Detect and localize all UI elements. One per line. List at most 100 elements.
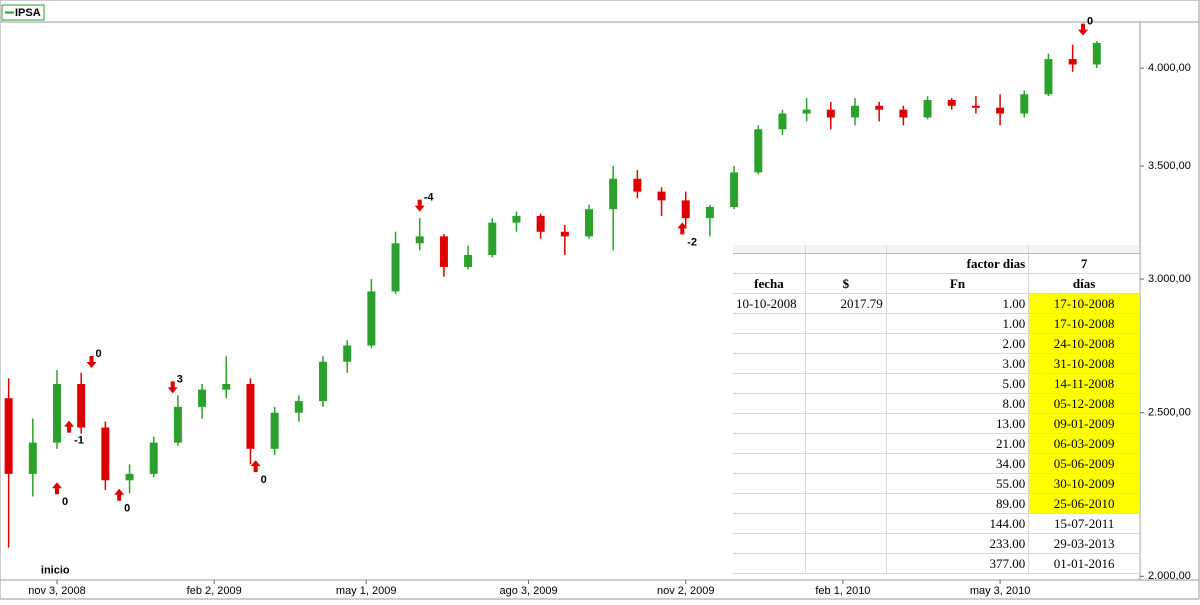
candle-body: [633, 178, 642, 192]
cell: 1.00: [886, 293, 1030, 314]
candle-body: [415, 236, 424, 244]
cell: [805, 333, 887, 354]
y-tick-label: 2.500,00: [1148, 407, 1191, 419]
table-row: 13.00 09-01-2009: [733, 413, 1140, 434]
candle-body: [681, 200, 690, 219]
cell: [805, 493, 887, 514]
candle-body: [657, 191, 666, 201]
cell: [733, 513, 806, 534]
y-tick-label: 3.000,00: [1148, 273, 1191, 285]
candle-body: [1092, 42, 1101, 65]
candle-body: [125, 473, 134, 481]
signal-label: -2: [687, 236, 697, 248]
cell: [805, 533, 887, 554]
candle-body: [875, 105, 884, 110]
x-tick-label: feb 2, 2009: [187, 585, 242, 597]
signal-label: 0: [261, 474, 267, 486]
candle-body: [464, 255, 473, 267]
table-row: 3.00 31-10-2008: [733, 353, 1140, 374]
cell: 21.00: [886, 433, 1030, 454]
candle-body: [1044, 59, 1053, 95]
table-row: 2.00 24-10-2008: [733, 333, 1140, 354]
candle-body: [439, 236, 448, 267]
table-row: 5.00 14-11-2008: [733, 373, 1140, 394]
candle-body: [77, 383, 86, 428]
candle-body: [319, 361, 327, 402]
candle-body: [826, 109, 835, 118]
cell: [733, 493, 806, 514]
x-tick-label: ago 3, 2009: [499, 585, 557, 597]
cell: 3.00: [886, 353, 1030, 374]
candle-body: [173, 406, 182, 443]
candle-body: [28, 442, 37, 474]
cell: [733, 473, 806, 494]
candle-body: [971, 105, 980, 108]
x-tick-label: may 1, 2009: [336, 585, 397, 597]
cell: 05-12-2008: [1028, 393, 1140, 414]
cell: 14-11-2008: [1028, 373, 1140, 394]
cell: 144.00: [886, 513, 1030, 534]
cell: [733, 433, 806, 454]
x-tick-label: may 3, 2010: [970, 585, 1031, 597]
cell: [733, 453, 806, 474]
cell: [805, 245, 887, 254]
cell: 06-03-2009: [1028, 433, 1140, 454]
cell: 17-10-2008: [1028, 313, 1140, 334]
signal-label: 0: [124, 503, 130, 515]
column-header: fecha: [733, 273, 806, 294]
candle-body: [246, 383, 255, 449]
fibonacci-table: factor dias 7 fecha $ Fn días 10-10-2008 2017.7…: [733, 245, 1140, 574]
cell: [805, 473, 887, 494]
table-row: 144.00 15-07-2011: [733, 513, 1140, 534]
cell: 10-10-2008: [733, 293, 806, 314]
cell: 89.00: [886, 493, 1030, 514]
factor-row: factor dias 7: [733, 253, 1140, 274]
table-row: 377.00 01-01-2016: [733, 553, 1140, 574]
cell: 31-10-2008: [1028, 353, 1140, 374]
cell: [733, 533, 806, 554]
factor-value: 7: [1028, 253, 1140, 274]
header-row: fecha $ Fn días: [733, 273, 1140, 294]
cell: 25-06-2010: [1028, 493, 1140, 514]
cell: 2.00: [886, 333, 1030, 354]
signal-label: 0: [96, 348, 102, 360]
candle-body: [778, 113, 787, 130]
table-row: 21.00 06-03-2009: [733, 433, 1140, 454]
table-row: 233.00 29-03-2013: [733, 533, 1140, 554]
candle-body: [585, 209, 593, 237]
start-label: inicio: [41, 565, 70, 577]
candle-body: [609, 178, 618, 210]
cell: [805, 393, 887, 414]
cell: [1028, 245, 1140, 254]
candle-body: [947, 100, 956, 106]
signal-label: 0: [62, 496, 68, 508]
candle-body: [294, 401, 303, 413]
column-header: días: [1028, 273, 1140, 294]
candle-body: [391, 243, 400, 292]
cell: [886, 245, 1030, 254]
candle-body: [536, 215, 545, 232]
candle-body: [899, 109, 908, 118]
signal-label: -1: [74, 435, 84, 447]
cell: [733, 553, 806, 574]
table-row: 1.00 17-10-2008: [733, 313, 1140, 334]
candle-body: [512, 215, 521, 223]
signal-arrow: [86, 356, 97, 369]
cell: 55.00: [886, 473, 1030, 494]
candle-body: [802, 109, 811, 114]
cell: [733, 353, 806, 374]
table-row: 10-10-2008 2017.79 1.00 17-10-2008: [733, 293, 1140, 314]
candle-body: [367, 291, 376, 346]
table-row: 8.00 05-12-2008: [733, 393, 1140, 414]
cell: 01-01-2016: [1028, 553, 1140, 574]
cell: [733, 333, 806, 354]
cell: 29-03-2013: [1028, 533, 1140, 554]
cell: [733, 373, 806, 394]
candle-body: [996, 107, 1005, 114]
candle-body: [53, 383, 61, 443]
signal-arrow: [677, 222, 688, 235]
x-tick-label: feb 1, 2010: [815, 585, 870, 597]
signal-arrow: [52, 482, 62, 495]
signal-arrow: [250, 460, 261, 473]
